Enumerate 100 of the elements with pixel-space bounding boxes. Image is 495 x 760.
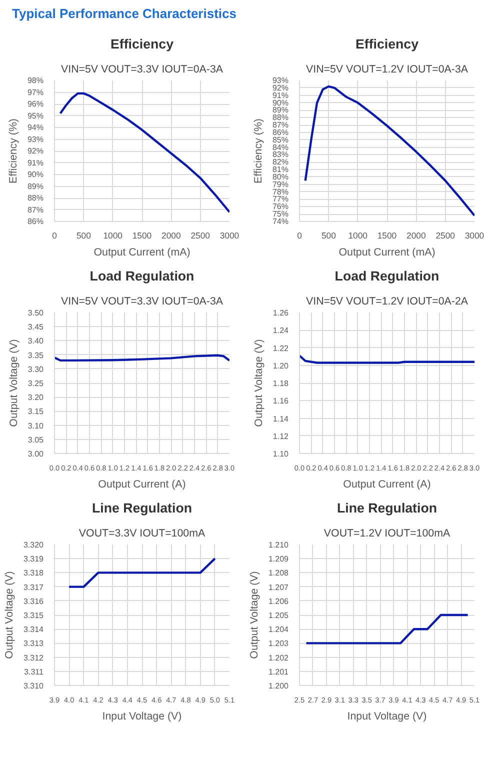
y-tick-label: 75% — [272, 209, 289, 218]
x-axis-title: Input Voltage (V) — [347, 710, 427, 722]
y-tick-label: 3.00 — [28, 449, 44, 458]
y-tick-label: 74% — [272, 216, 289, 226]
y-tick-label: 1.22 — [272, 343, 290, 352]
y-tick-label: 90% — [27, 170, 44, 179]
chart-title: Efficiency — [110, 36, 174, 52]
y-tick-label: 91% — [27, 158, 44, 167]
y-tick-label: 80% — [272, 172, 289, 182]
y-tick-label: 3.313 — [23, 638, 44, 648]
y-axis-title: Efficiency (%) — [7, 118, 20, 184]
y-tick-label: 1.203 — [268, 638, 290, 648]
y-tick-label: 3.312 — [23, 652, 44, 662]
x-tick-label: 2000 — [162, 230, 181, 240]
x-tick-label: 3000 — [464, 230, 484, 240]
y-tick-label: 1.200 — [268, 681, 290, 690]
chart-subtitle: VIN=5V VOUT=3.3V IOUT=0A-3A — [61, 63, 224, 76]
y-tick-label: 95% — [27, 110, 44, 120]
y-tick-label: 1.201 — [268, 666, 290, 676]
y-tick-label: 79% — [272, 179, 289, 188]
y-tick-label: 3.15 — [28, 406, 44, 416]
x-axis-title: Input Voltage (V) — [102, 710, 182, 722]
y-tick-label: 1.18 — [272, 378, 290, 388]
y-tick-label: 3.318 — [23, 568, 44, 578]
y-axis-title: Output Voltage (V) — [3, 570, 16, 658]
y-tick-label: 1.210 — [268, 540, 290, 550]
y-tick-label: 90% — [272, 98, 289, 107]
y-tick-label: 93% — [27, 134, 44, 144]
y-tick-label: 93% — [272, 76, 289, 85]
x-tick-label: 0 — [297, 230, 302, 240]
y-tick-label: 92% — [27, 146, 44, 156]
y-tick-label: 1.20 — [272, 360, 290, 370]
x-tick-label: 500 — [76, 230, 92, 240]
y-tick-label: 1.24 — [272, 326, 290, 335]
x-tick-label: 2000 — [406, 230, 426, 240]
chart-subtitle: VIN=5V VOUT=1.2V IOUT=0A-3A — [306, 63, 469, 76]
y-tick-label: 86% — [272, 128, 289, 137]
y-tick-label: 76% — [272, 202, 289, 211]
chart-title: Line Regulation — [337, 500, 437, 516]
y-tick-label: 82% — [272, 157, 289, 166]
y-tick-label: 1.10 — [272, 449, 290, 458]
y-tick-label: 3.40 — [28, 336, 44, 346]
x-tick-label: 2500 — [190, 230, 210, 240]
y-tick-label: 92% — [272, 82, 289, 92]
y-axis-title: Efficiency (%) — [252, 118, 264, 184]
y-tick-label: 3.20 — [28, 392, 44, 402]
y-tick-label: 83% — [272, 150, 289, 159]
y-tick-label: 86% — [27, 216, 44, 226]
y-axis-title: Output Voltage (V) — [8, 338, 20, 426]
y-tick-label: 88% — [272, 112, 289, 122]
chart-subtitle: VOUT=1.2V IOUT=100mA — [324, 527, 451, 540]
text: Typical Performance Characteristics — [12, 5, 236, 23]
y-tick-label: 3.315 — [23, 610, 44, 620]
y-tick-label: 94% — [27, 122, 44, 132]
chart-title: Load Regulation — [334, 268, 440, 284]
x-tick-label: 500 — [321, 230, 336, 240]
x-tick-label: 3000 — [220, 230, 240, 240]
y-tick-label: 96% — [27, 99, 44, 108]
x-axis-title: Output Current (A) — [343, 478, 431, 490]
chart-title: Line Regulation — [92, 500, 192, 516]
chart-title: Load Regulation — [90, 268, 194, 284]
y-tick-label: 89% — [272, 105, 289, 114]
x-tick-label: 1500 — [377, 230, 397, 240]
y-tick-label: 91% — [272, 90, 289, 100]
x-axis-title: Output Current (A) — [98, 478, 186, 490]
y-tick-label: 98% — [27, 76, 44, 85]
y-tick-label: 87% — [272, 120, 289, 130]
chart-subtitle: VOUT=3.3V IOUT=100mA — [78, 527, 206, 540]
chart-title: Efficiency — [356, 36, 420, 52]
y-tick-label: 1.12 — [272, 431, 290, 440]
y-tick-label: 3.314 — [23, 624, 44, 634]
x-axis-title: Output Current (mA) — [338, 246, 436, 258]
x-axis-title: Output Current (mA) — [94, 246, 190, 258]
x-tick-label: 1500 — [132, 230, 152, 240]
y-tick-label: 1.14 — [272, 414, 290, 423]
y-tick-label: 3.30 — [28, 364, 44, 374]
y-tick-label: 89% — [27, 181, 44, 190]
y-tick-label: 3.311 — [24, 666, 44, 676]
y-tick-label: 3.35 — [28, 350, 44, 360]
x-tick-label: 1000 — [348, 230, 368, 240]
y-axis-title: Output Voltage (V) — [252, 338, 265, 426]
y-tick-label: 81% — [272, 164, 289, 174]
y-tick-label: 1.205 — [268, 610, 290, 620]
y-tick-label: 3.10 — [28, 420, 44, 430]
y-tick-label: 88% — [27, 193, 44, 202]
y-tick-label: 3.319 — [23, 554, 44, 564]
y-tick-label: 78% — [272, 186, 289, 196]
y-tick-label: 1.202 — [268, 652, 290, 662]
y-tick-label: 3.317 — [23, 582, 44, 592]
y-tick-label: 1.16 — [272, 396, 290, 406]
y-tick-label: 3.316 — [23, 596, 44, 606]
y-tick-label: 1.208 — [268, 568, 290, 578]
y-tick-label: 97% — [27, 87, 44, 96]
y-tick-label: 77% — [272, 194, 289, 204]
x-tick-label: 1000 — [103, 230, 123, 240]
y-tick-label: 3.25 — [28, 378, 44, 388]
y-tick-label: 1.206 — [268, 596, 290, 606]
y-tick-label: 87% — [27, 204, 44, 214]
y-tick-label: 1.204 — [268, 624, 290, 634]
y-tick-label: 3.05 — [28, 434, 44, 444]
